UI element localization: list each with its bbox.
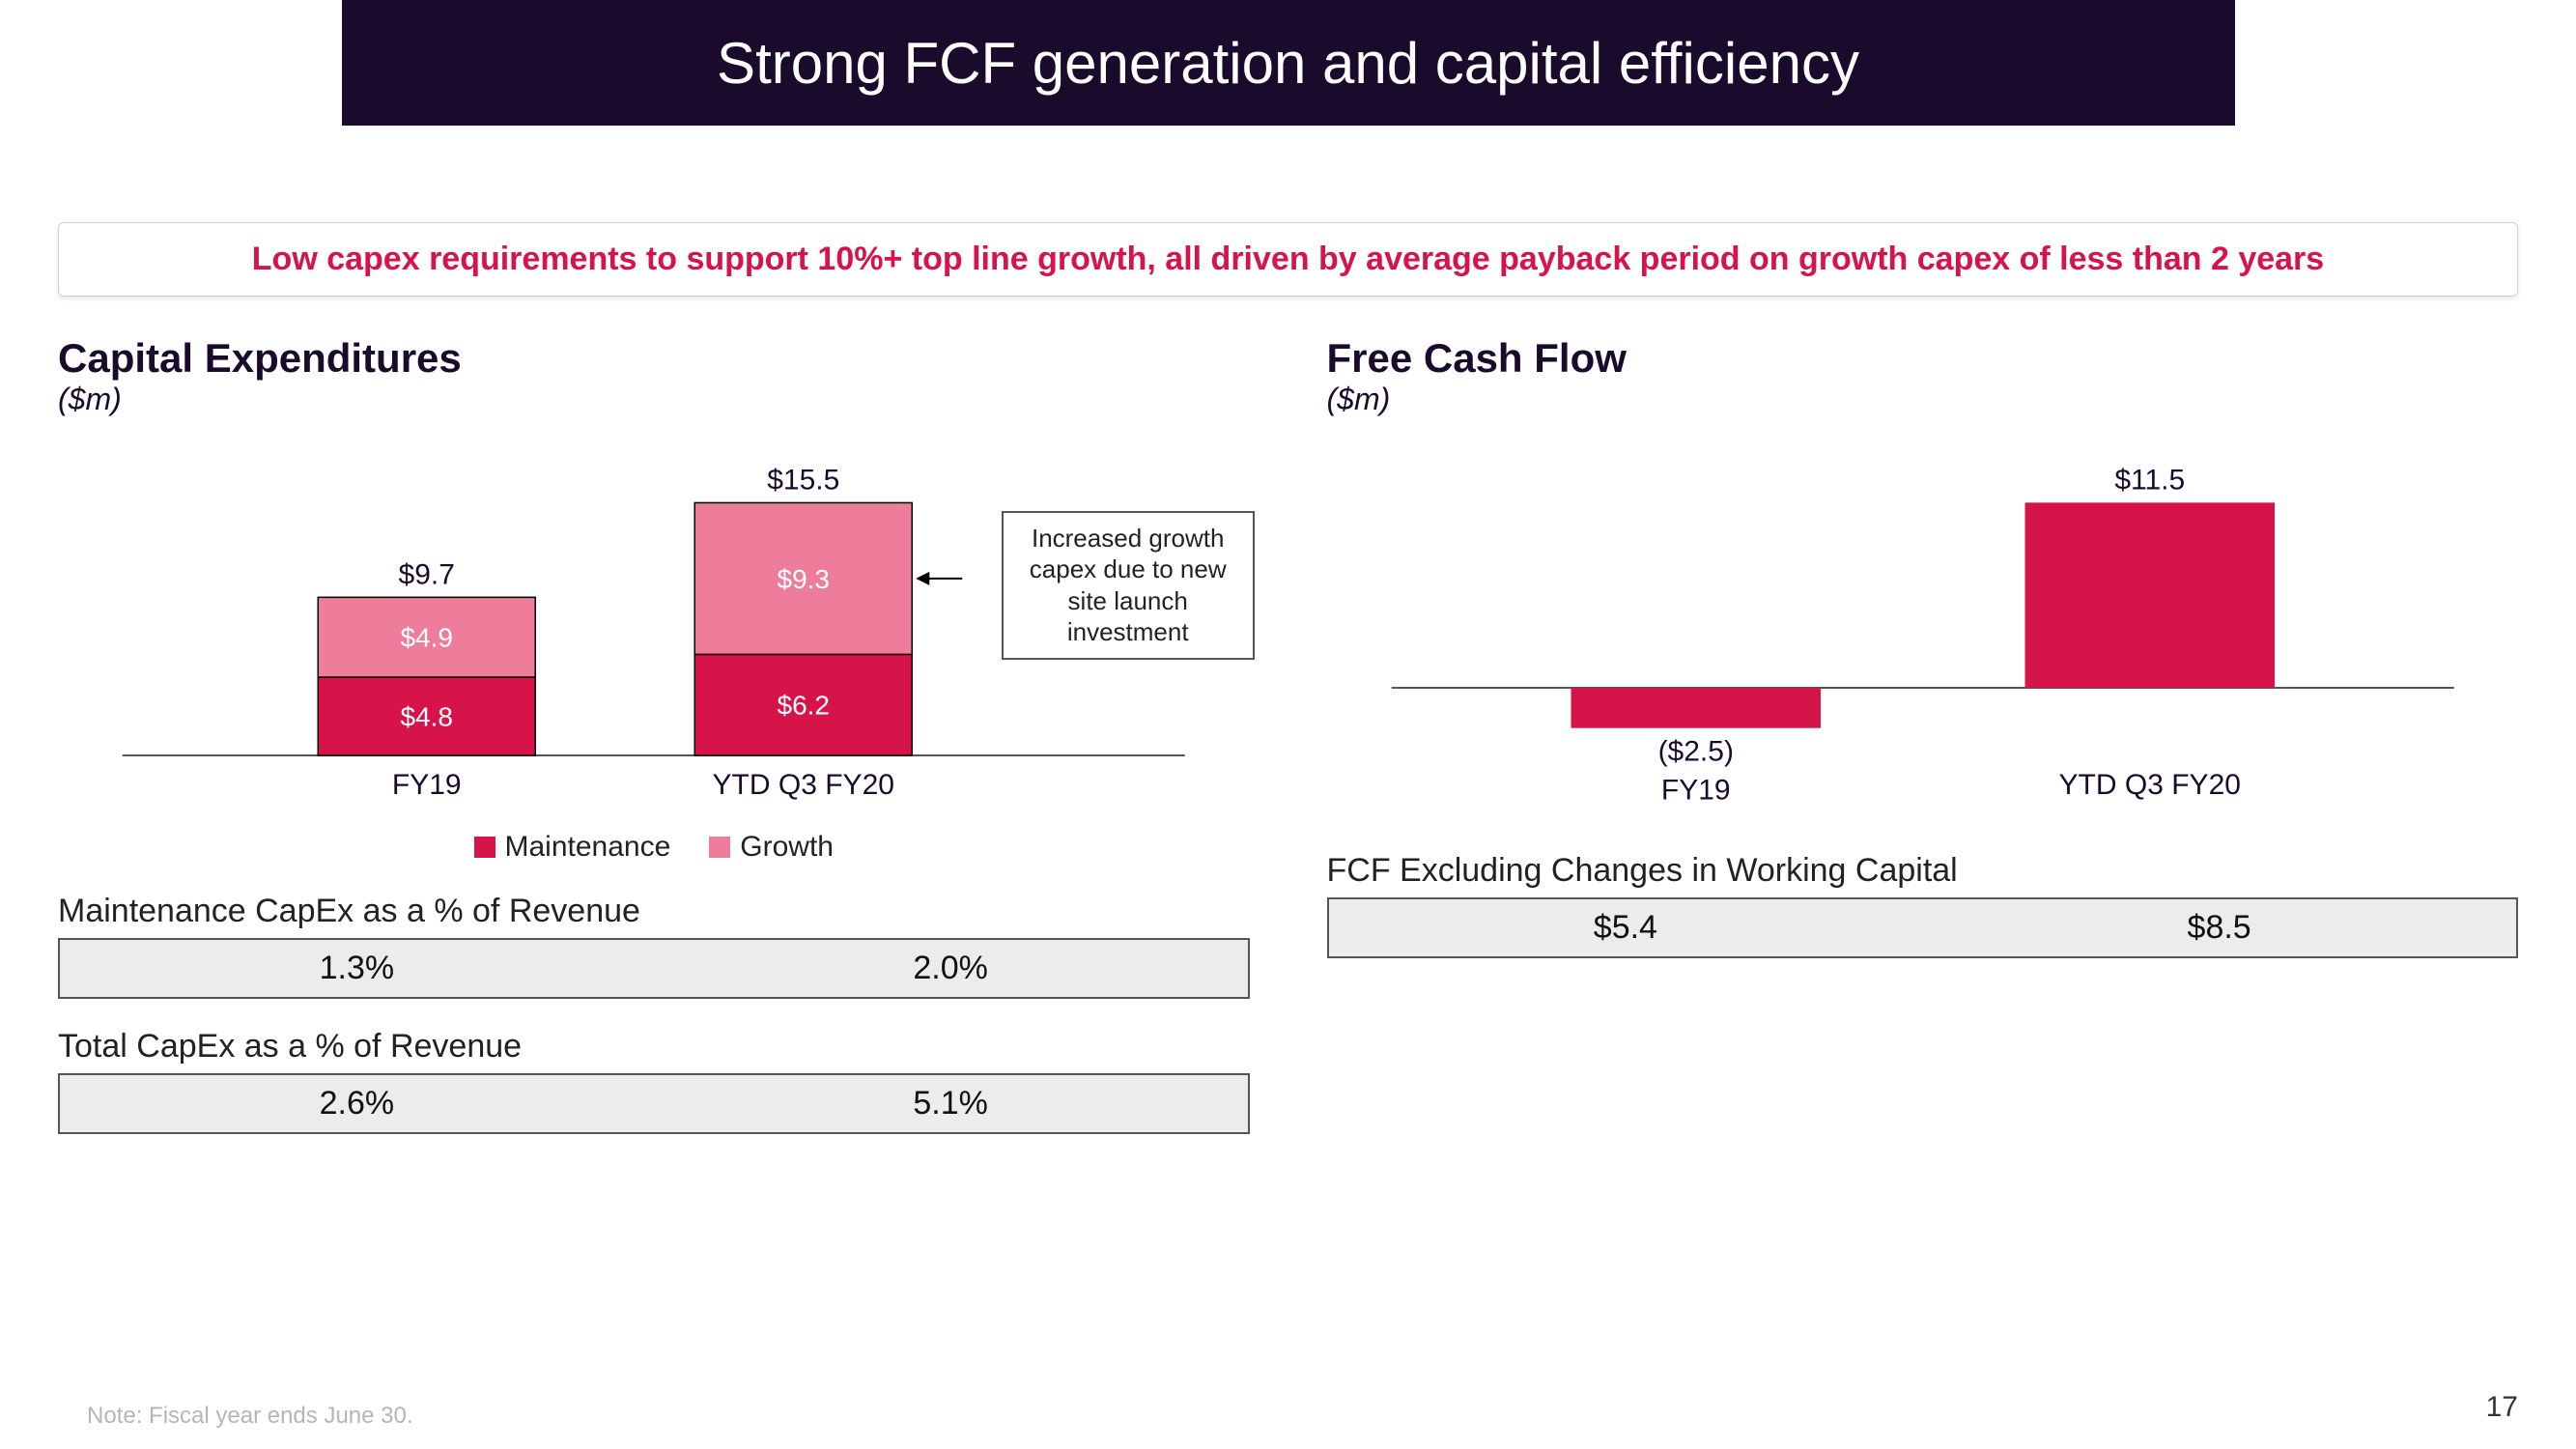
table-cell: 2.0% [654, 939, 1249, 998]
legend-item: Maintenance [474, 831, 671, 864]
data-table: 2.6%5.1% [58, 1073, 1250, 1134]
table-label: Maintenance CapEx as a % of Revenue [58, 893, 1250, 930]
legend-label: Maintenance [505, 831, 671, 864]
capex-legend: Maintenance Growth [58, 831, 1250, 864]
callout-box: Low capex requirements to support 10%+ t… [58, 222, 2518, 297]
legend-swatch [709, 837, 730, 858]
fcf-column: Free Cash Flow ($m) ($2.5) FY19 $11.5 YTD Q… [1327, 335, 2519, 1134]
table-cell: 5.1% [654, 1074, 1249, 1133]
table-cell: 1.3% [59, 939, 654, 998]
category-label: YTD Q3 FY20 [2058, 769, 2240, 801]
table-cell: $8.5 [1922, 898, 2517, 957]
fcf-heading: Free Cash Flow [1327, 335, 2519, 382]
table-cell: $5.4 [1328, 898, 1923, 957]
table-cell: 2.6% [59, 1074, 654, 1133]
bar-total-label: $9.7 [399, 558, 455, 590]
fcf-subheading: ($m) [1327, 382, 2519, 417]
data-table: 1.3%2.0% [58, 938, 1250, 999]
bar-segment-label: $4.9 [401, 623, 454, 653]
bar-value-label: ($2.5) [1657, 736, 1733, 768]
fcf-chart: ($2.5) FY19 $11.5 YTD Q3 FY20 [1327, 437, 2519, 823]
callout-text: Low capex requirements to support 10%+ t… [252, 241, 2324, 277]
bar-total-label: $15.5 [767, 464, 839, 496]
capex-subheading: ($m) [58, 382, 1250, 417]
page-number: 17 [2486, 1391, 2518, 1424]
slide: Strong FCF generation and capital effici… [0, 0, 2576, 1449]
table-label: Total CapEx as a % of Revenue [58, 1028, 1250, 1065]
bar [1571, 688, 1821, 728]
footnote: Note: Fiscal year ends June 30. [87, 1403, 413, 1430]
bar-segment-label: $4.8 [401, 702, 454, 732]
category-label: FY19 [392, 769, 462, 801]
legend-label: Growth [740, 831, 834, 864]
table-label: FCF Excluding Changes in Working Capital [1327, 852, 2519, 890]
capex-chart: $4.8 $4.9 $9.7 FY19 $6.2 $9.3 $15.5 YTD Q3 FY20… [58, 437, 1250, 823]
fcf-tables: FCF Excluding Changes in Working Capital… [1327, 852, 2519, 958]
bar-segment-label: $6.2 [778, 691, 831, 721]
annotation-box: Increased growth capex due to new site l… [1002, 511, 1255, 660]
bar-value-label: $11.5 [2114, 464, 2185, 496]
bar-segment-label: $9.3 [778, 564, 831, 594]
capex-tables: Maintenance CapEx as a % of Revenue1.3%2… [58, 893, 1250, 1134]
category-label: YTD Q3 FY20 [713, 769, 894, 801]
data-table: $5.4$8.5 [1327, 897, 2519, 958]
bar [2024, 502, 2275, 688]
capex-heading: Capital Expenditures [58, 335, 1250, 382]
capex-column: Capital Expenditures ($m) $4.8 $4.9 $9.7 FY… [58, 335, 1250, 1134]
legend-swatch [474, 837, 495, 858]
columns: Capital Expenditures ($m) $4.8 $4.9 $9.7 FY… [58, 335, 2518, 1134]
legend-item: Growth [709, 831, 834, 864]
category-label: FY19 [1660, 775, 1730, 807]
title-bar: Strong FCF generation and capital effici… [342, 0, 2235, 126]
slide-title: Strong FCF generation and capital effici… [717, 30, 1859, 97]
